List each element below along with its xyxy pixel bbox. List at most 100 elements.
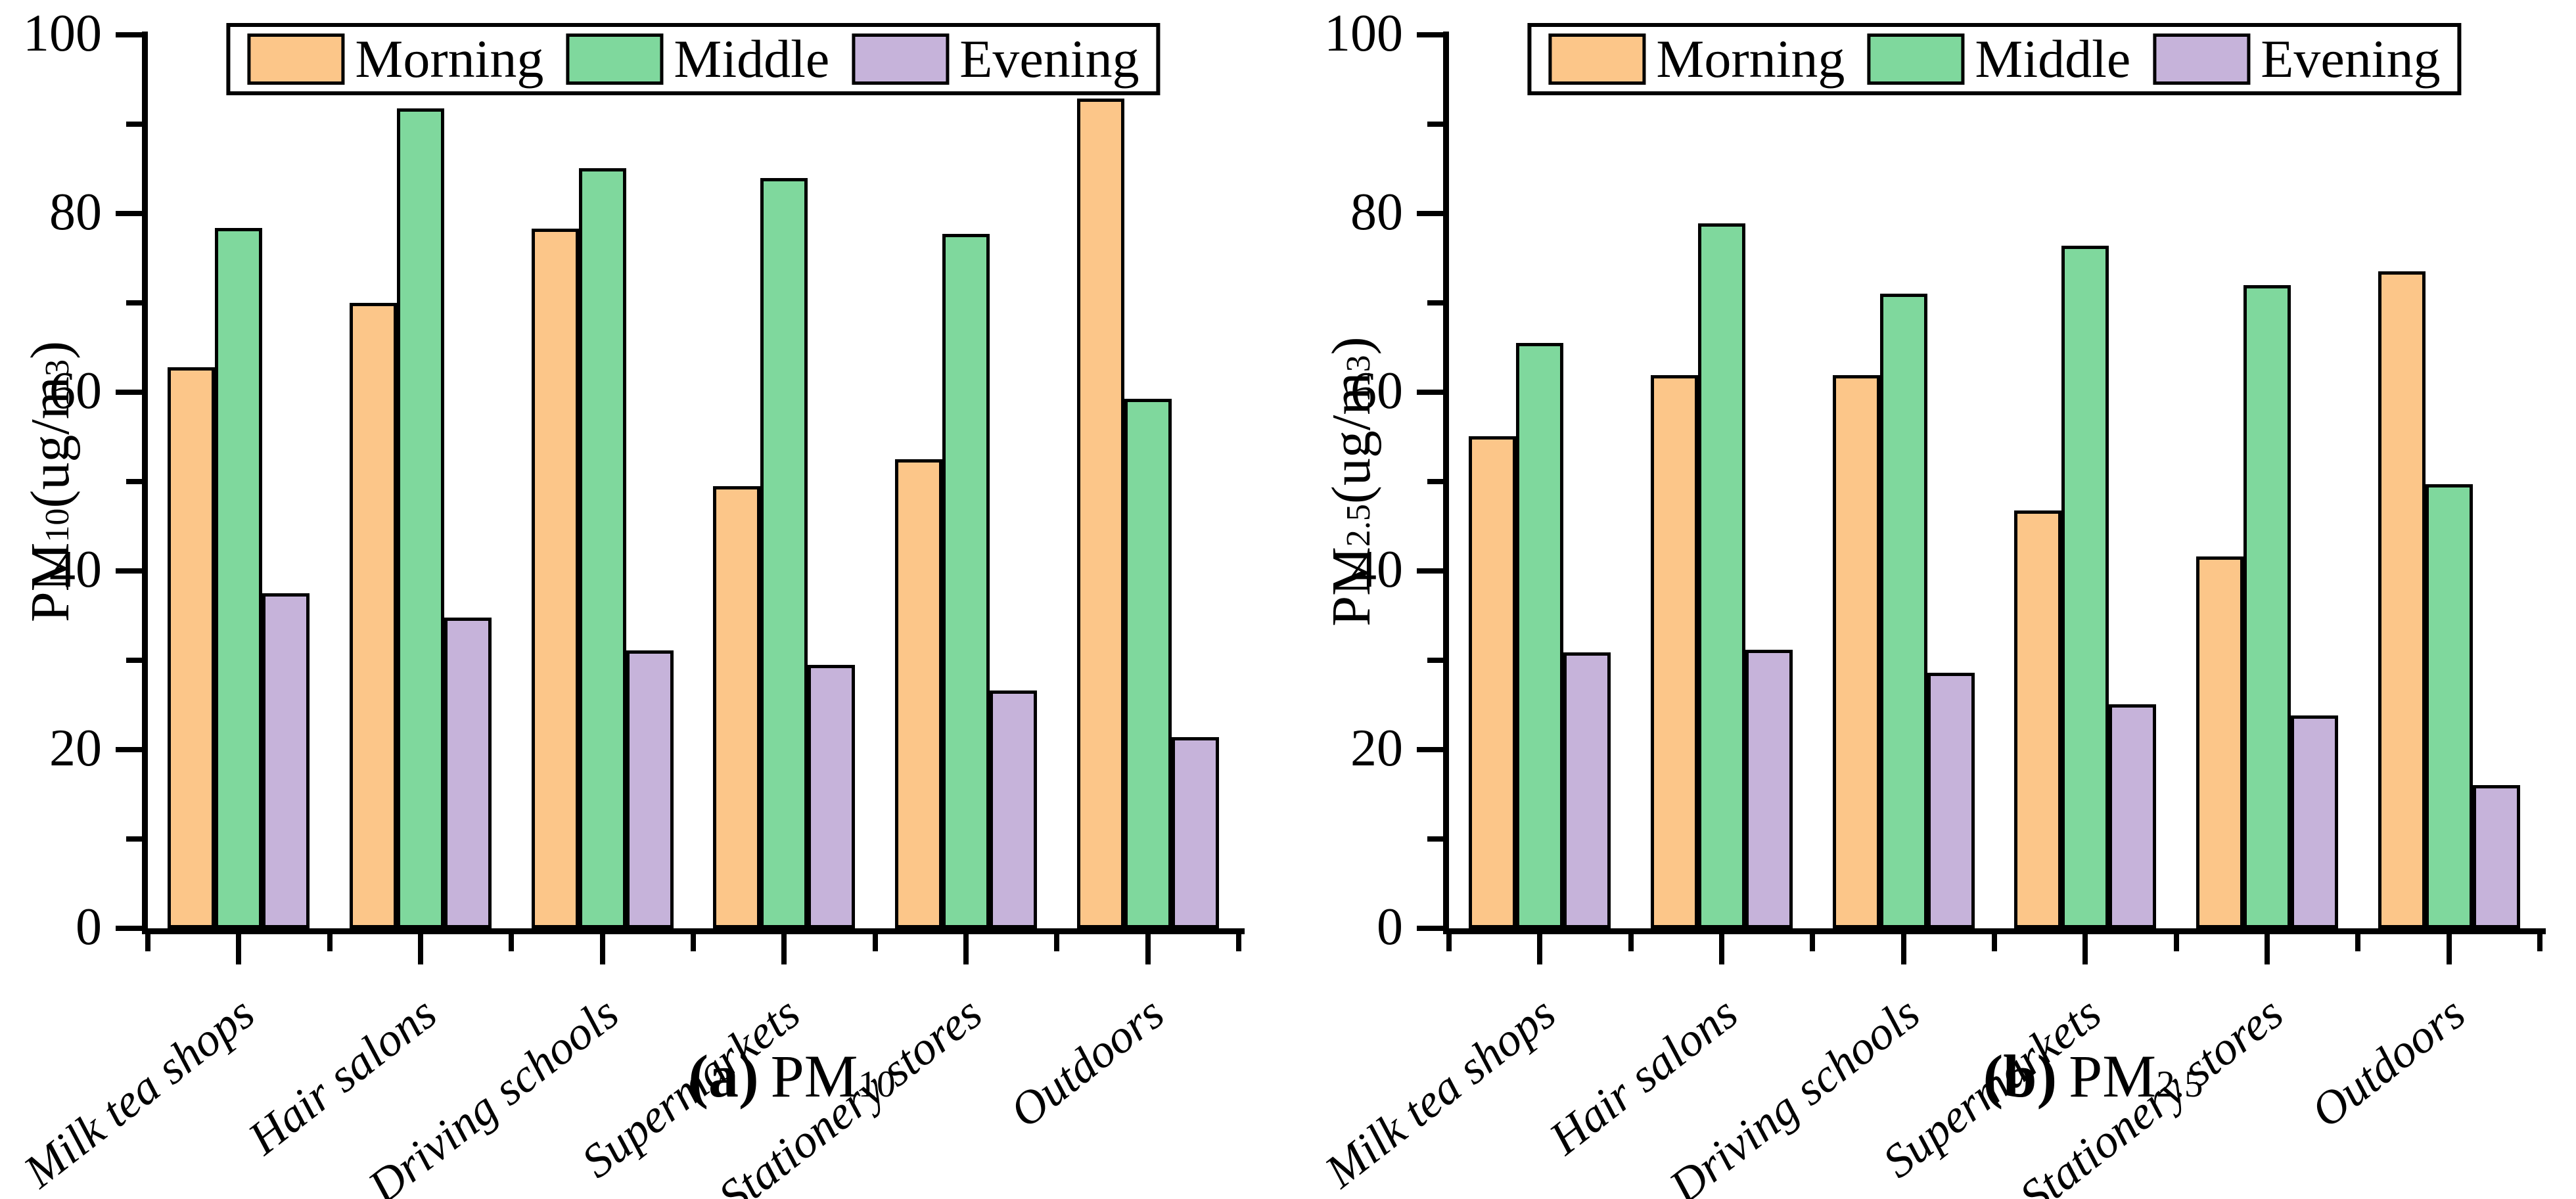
legend-label-middle: Middle xyxy=(674,29,830,89)
x-center-tick xyxy=(2265,934,2270,964)
y-minor-tick xyxy=(1427,479,1443,484)
legend-label-evening: Evening xyxy=(959,29,1139,89)
y-major-tick xyxy=(116,747,142,752)
bar-morning-2 xyxy=(1832,375,1880,928)
y-tick-label: 20 xyxy=(1350,719,1403,777)
y-minor-tick xyxy=(126,479,142,484)
legend-item-morning: Morning xyxy=(1548,32,1845,86)
y-axis-line xyxy=(1443,32,1449,934)
bar-morning-1 xyxy=(350,303,397,928)
y-tick-label: 60 xyxy=(1350,362,1403,420)
y-axis-title-close: ) xyxy=(1321,336,1382,355)
x-center-tick xyxy=(1537,934,1543,964)
x-boundary-tick xyxy=(1628,934,1634,951)
x-center-tick xyxy=(599,934,605,964)
bar-evening-5 xyxy=(2472,785,2520,928)
y-tick-label: 80 xyxy=(1350,183,1403,241)
y-tick-label: 40 xyxy=(1350,541,1403,599)
bar-evening-3 xyxy=(808,664,856,928)
y-tick-label: 80 xyxy=(49,183,102,241)
bar-evening-4 xyxy=(2291,715,2338,928)
bar-middle-1 xyxy=(397,108,444,928)
caption-b-text: PM xyxy=(2069,1043,2157,1110)
y-minor-tick xyxy=(1427,122,1443,127)
x-axis-line xyxy=(142,928,1245,934)
x-center-tick xyxy=(781,934,787,964)
bar-evening-2 xyxy=(626,650,674,928)
bar-evening-3 xyxy=(2109,704,2157,928)
x-center-tick xyxy=(418,934,423,964)
bar-middle-1 xyxy=(1698,223,1745,928)
legend-item-middle: Middle xyxy=(1867,32,2130,86)
y-major-tick xyxy=(1417,211,1443,216)
y-major-tick xyxy=(1417,747,1443,752)
legend-item-evening: Evening xyxy=(852,32,1139,86)
x-boundary-tick xyxy=(2355,934,2361,951)
chart-panel-pm10: PM10(ug/m3) 0 20 40 60 80 100 Milk tea shops Ha… xyxy=(14,7,1245,1199)
y-major-tick xyxy=(1417,568,1443,574)
bar-evening-5 xyxy=(1171,736,1219,928)
y-major-tick xyxy=(116,926,142,931)
bar-evening-4 xyxy=(990,690,1037,928)
legend-label-morning: Morning xyxy=(1656,29,1845,89)
y-minor-tick xyxy=(126,658,142,663)
bar-middle-5 xyxy=(1124,398,1172,928)
x-boundary-tick xyxy=(327,934,333,951)
x-center-tick xyxy=(1145,934,1151,964)
caption-a: (a) PM10 xyxy=(688,1045,895,1108)
caption-a-text: PM xyxy=(770,1043,858,1110)
x-boundary-tick xyxy=(872,934,878,951)
bar-morning-5 xyxy=(2378,271,2426,928)
y-tick-label: 60 xyxy=(49,362,102,420)
bar-middle-4 xyxy=(942,234,990,928)
x-boundary-tick xyxy=(1054,934,1060,951)
x-boundary-tick xyxy=(145,934,150,951)
bar-morning-3 xyxy=(713,486,761,928)
y-tick-label: 100 xyxy=(1324,5,1403,62)
legend-swatch-evening xyxy=(2153,34,2251,85)
plot-area-pm25: PM2.5(ug/m3) 0 20 40 60 80 100 Milk tea shops H… xyxy=(1316,7,2546,1199)
legend-swatch-morning xyxy=(247,34,345,85)
x-center-tick xyxy=(2446,934,2452,964)
legend: Morning Middle Evening xyxy=(1527,23,2462,95)
bar-evening-2 xyxy=(1927,673,1975,928)
y-tick-label: 0 xyxy=(1377,898,1403,956)
y-major-tick xyxy=(1417,32,1443,37)
y-major-tick xyxy=(116,568,142,574)
bar-middle-3 xyxy=(2061,245,2109,928)
bar-middle-0 xyxy=(1516,343,1564,928)
caption-a-sub: 10 xyxy=(858,1064,896,1105)
plot-area-pm10: PM10(ug/m3) 0 20 40 60 80 100 Milk tea shops Ha… xyxy=(14,7,1245,1199)
caption-b: (b) PM2.5 xyxy=(1983,1045,2203,1108)
bar-morning-4 xyxy=(895,459,942,928)
bar-morning-4 xyxy=(2196,556,2243,928)
y-major-tick xyxy=(116,211,142,216)
x-center-tick xyxy=(1900,934,1906,964)
y-minor-tick xyxy=(1427,836,1443,842)
bar-evening-1 xyxy=(1745,649,1793,928)
y-major-tick xyxy=(1417,390,1443,395)
x-boundary-tick xyxy=(1446,934,1452,951)
y-major-tick xyxy=(1417,926,1443,931)
bar-morning-5 xyxy=(1076,98,1124,928)
x-center-tick xyxy=(963,934,969,964)
x-boundary-tick xyxy=(1236,934,1241,951)
y-tick-label: 40 xyxy=(49,541,102,599)
legend-swatch-middle xyxy=(566,34,664,85)
bar-morning-2 xyxy=(531,229,579,928)
y-minor-tick xyxy=(1427,658,1443,663)
caption-a-marker: (a) xyxy=(688,1043,759,1110)
y-axis-title-sub: 10 xyxy=(39,508,76,543)
x-boundary-tick xyxy=(691,934,696,951)
x-center-tick xyxy=(236,934,242,964)
bar-morning-1 xyxy=(1651,375,1698,928)
bar-evening-0 xyxy=(262,593,310,928)
legend-item-evening: Evening xyxy=(2153,32,2441,86)
y-minor-tick xyxy=(126,122,142,127)
y-tick-label: 0 xyxy=(76,898,102,956)
bar-middle-5 xyxy=(2425,484,2473,928)
y-axis-line xyxy=(142,32,148,934)
legend-label-middle: Middle xyxy=(1975,29,2131,89)
bar-evening-1 xyxy=(444,617,492,928)
